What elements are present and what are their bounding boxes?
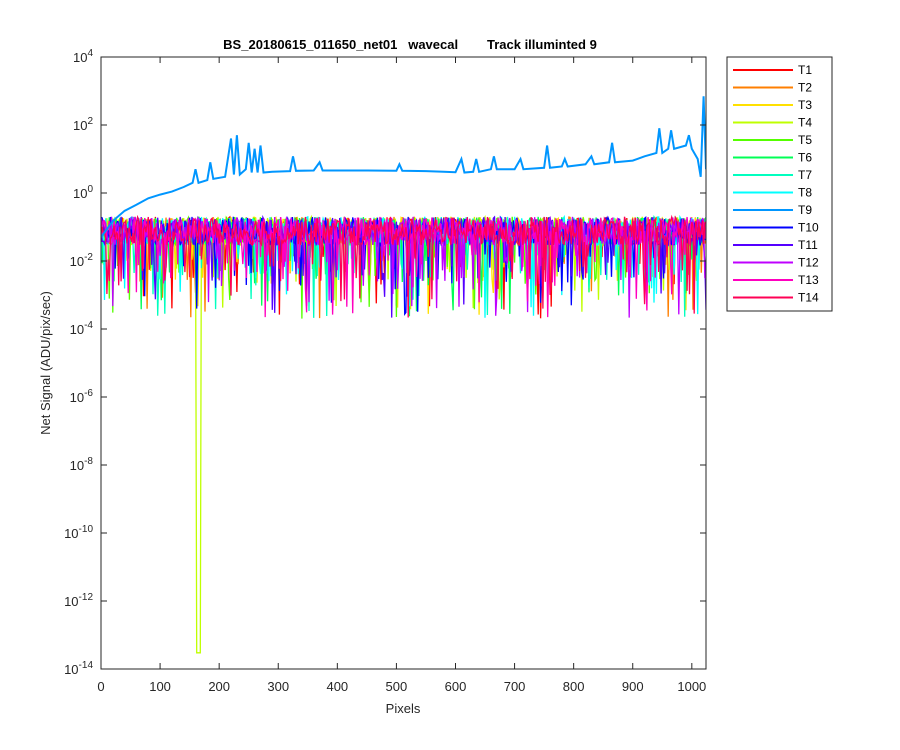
y-tick-label: 10-12 bbox=[64, 592, 93, 609]
legend: T1 T2 T3 T4 T5 T6 T7 T8 T9 T10 T11 T12 T13 T14 bbox=[726, 56, 833, 312]
x-tick-label: 800 bbox=[563, 679, 585, 694]
legend-label-t13: T13 bbox=[798, 273, 819, 287]
y-tick-label: 100 bbox=[73, 184, 93, 201]
legend-label-t6: T6 bbox=[798, 151, 812, 165]
x-tick-label: 600 bbox=[445, 679, 467, 694]
y-tick-label: 102 bbox=[73, 116, 93, 133]
x-tick-label: 700 bbox=[504, 679, 526, 694]
y-tick-label: 10-10 bbox=[64, 524, 93, 541]
series-line-t12 bbox=[101, 215, 706, 318]
legend-label-t9: T9 bbox=[798, 203, 812, 217]
legend-box bbox=[726, 56, 833, 312]
y-tick-label: 10-4 bbox=[70, 320, 94, 337]
legend-label-t8: T8 bbox=[798, 186, 812, 200]
chart-title: BS_20180615_011650_net01 wavecal Track i… bbox=[223, 37, 597, 52]
x-tick-label: 0 bbox=[97, 679, 104, 694]
legend-label-t7: T7 bbox=[798, 168, 812, 182]
series-line-t9 bbox=[101, 96, 706, 238]
x-tick-label: 200 bbox=[208, 679, 230, 694]
legend-label-t3: T3 bbox=[798, 98, 812, 112]
x-axis: 0 100 200 300 400 500 600 700 800 900 1000 bbox=[97, 57, 706, 694]
x-tick-label: 900 bbox=[622, 679, 644, 694]
y-axis-label: Net Signal (ADU/pix/sec) bbox=[38, 291, 53, 435]
series-layer bbox=[101, 96, 706, 654]
x-axis-label: Pixels bbox=[386, 701, 421, 716]
x-tick-label: 100 bbox=[149, 679, 171, 694]
legend-label-t14: T14 bbox=[798, 291, 819, 305]
y-tick-label: 10-6 bbox=[70, 388, 94, 405]
y-tick-label: 10-8 bbox=[70, 456, 94, 473]
legend-label-t11: T11 bbox=[798, 238, 818, 252]
plot-area bbox=[100, 56, 707, 670]
y-tick-label: 104 bbox=[73, 48, 93, 65]
legend-label-t10: T10 bbox=[798, 221, 819, 235]
series-line-t14 bbox=[101, 214, 706, 318]
y-tick-label: 10-2 bbox=[70, 252, 94, 269]
legend-label-t1: T1 bbox=[798, 63, 812, 77]
x-tick-label: 500 bbox=[386, 679, 408, 694]
y-axis: 10-14 10-12 10-10 10-8 10-6 10-4 10-2 100 102 104 bbox=[64, 48, 706, 677]
legend-label-t2: T2 bbox=[798, 81, 812, 95]
series-line-t13 bbox=[101, 216, 706, 318]
x-tick-label: 400 bbox=[326, 679, 348, 694]
series-line-t11 bbox=[101, 214, 706, 318]
x-tick-label: 1000 bbox=[677, 679, 706, 694]
legend-label-t4: T4 bbox=[798, 116, 812, 130]
legend-label-t12: T12 bbox=[798, 256, 819, 270]
y-tick-label: 10-14 bbox=[64, 660, 93, 677]
x-tick-label: 300 bbox=[267, 679, 289, 694]
legend-label-t5: T5 bbox=[798, 133, 812, 147]
plot-frame bbox=[100, 56, 707, 670]
plot-background bbox=[101, 57, 706, 669]
